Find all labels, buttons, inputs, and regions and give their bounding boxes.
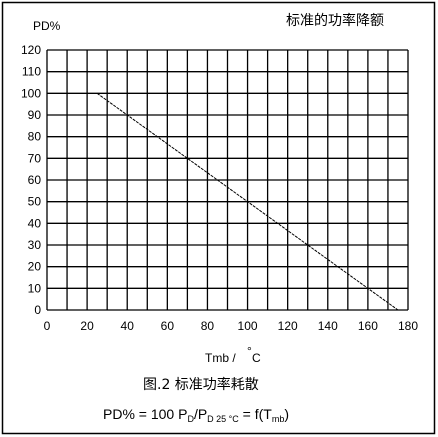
y-tick-label: 40 xyxy=(28,216,42,230)
x-tick-label: 40 xyxy=(121,319,135,333)
y-tick-label: 120 xyxy=(21,43,41,57)
y-tick-label: 10 xyxy=(28,281,42,295)
y-axis-label: PD% xyxy=(33,19,61,33)
figure-caption: 图.2 标准功率耗散 xyxy=(143,376,259,393)
y-tick-label: 100 xyxy=(21,86,41,100)
x-tick-label: 60 xyxy=(161,319,175,333)
x-axis-degree-sign: ° xyxy=(247,344,252,358)
y-tick-label: 80 xyxy=(28,130,42,144)
x-tick-label: 140 xyxy=(318,319,338,333)
series-layer xyxy=(96,92,399,311)
x-tick-label: 120 xyxy=(278,319,298,333)
y-tick-label: 60 xyxy=(28,173,42,187)
x-axis-label: Tmb / xyxy=(205,351,236,365)
y-tick-label: 70 xyxy=(28,151,42,165)
x-tick-label: 20 xyxy=(80,319,94,333)
y-tick-label: 110 xyxy=(22,65,41,79)
y-tick-label: 20 xyxy=(28,260,42,274)
formula-part-a: PD% = 100 P xyxy=(103,406,187,422)
y-tick-labels: 0 10 20 30 40 50 60 70 80 90 100 110 120 xyxy=(21,43,41,317)
x-tick-label: 0 xyxy=(44,319,51,333)
x-tick-label: 160 xyxy=(358,319,378,333)
x-tick-label: 80 xyxy=(201,319,215,333)
x-tick-labels: 0 20 40 60 80 100 120 140 160 180 xyxy=(44,319,419,333)
formula-part-d: ) xyxy=(284,406,289,422)
y-tick-label: 90 xyxy=(28,108,42,122)
formula: PD% = 100 PD/PD 25 °C = f(Tmb) xyxy=(103,406,289,424)
formula-part-b: /P xyxy=(194,406,207,422)
x-axis-unit: C xyxy=(252,351,261,365)
series-line xyxy=(96,92,399,311)
grid-lines xyxy=(46,49,409,311)
chart-title: 标准的功率降额 xyxy=(286,12,384,29)
y-tick-label: 30 xyxy=(28,238,42,252)
formula-sub-2: D 25 °C xyxy=(207,414,239,424)
y-tick-label: 50 xyxy=(28,195,42,209)
x-tick-label: 100 xyxy=(238,319,258,333)
formula-part-c: = f(T xyxy=(239,406,273,422)
formula-sub-3: mb xyxy=(272,414,285,424)
y-tick-label: 0 xyxy=(34,303,41,317)
x-tick-label: 180 xyxy=(398,319,418,333)
formula-sub-1: D xyxy=(187,414,194,424)
